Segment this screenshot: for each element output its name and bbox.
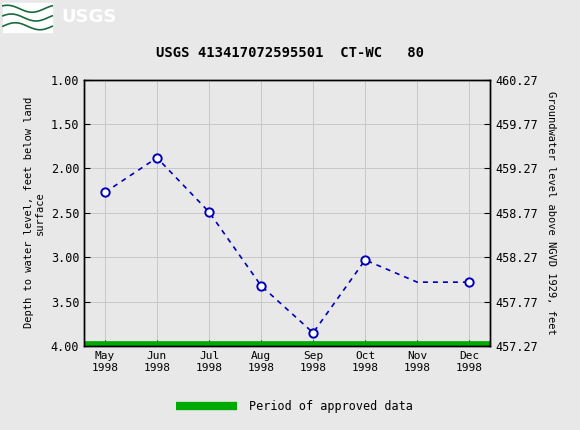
Y-axis label: Groundwater level above NGVD 1929, feet: Groundwater level above NGVD 1929, feet [546,91,556,335]
Text: USGS 413417072595501  CT-WC   80: USGS 413417072595501 CT-WC 80 [156,46,424,60]
Y-axis label: Depth to water level, feet below land
surface: Depth to water level, feet below land su… [24,97,45,329]
FancyBboxPatch shape [3,3,52,32]
Text: USGS: USGS [61,9,116,27]
Text: Period of approved data: Period of approved data [249,400,414,413]
